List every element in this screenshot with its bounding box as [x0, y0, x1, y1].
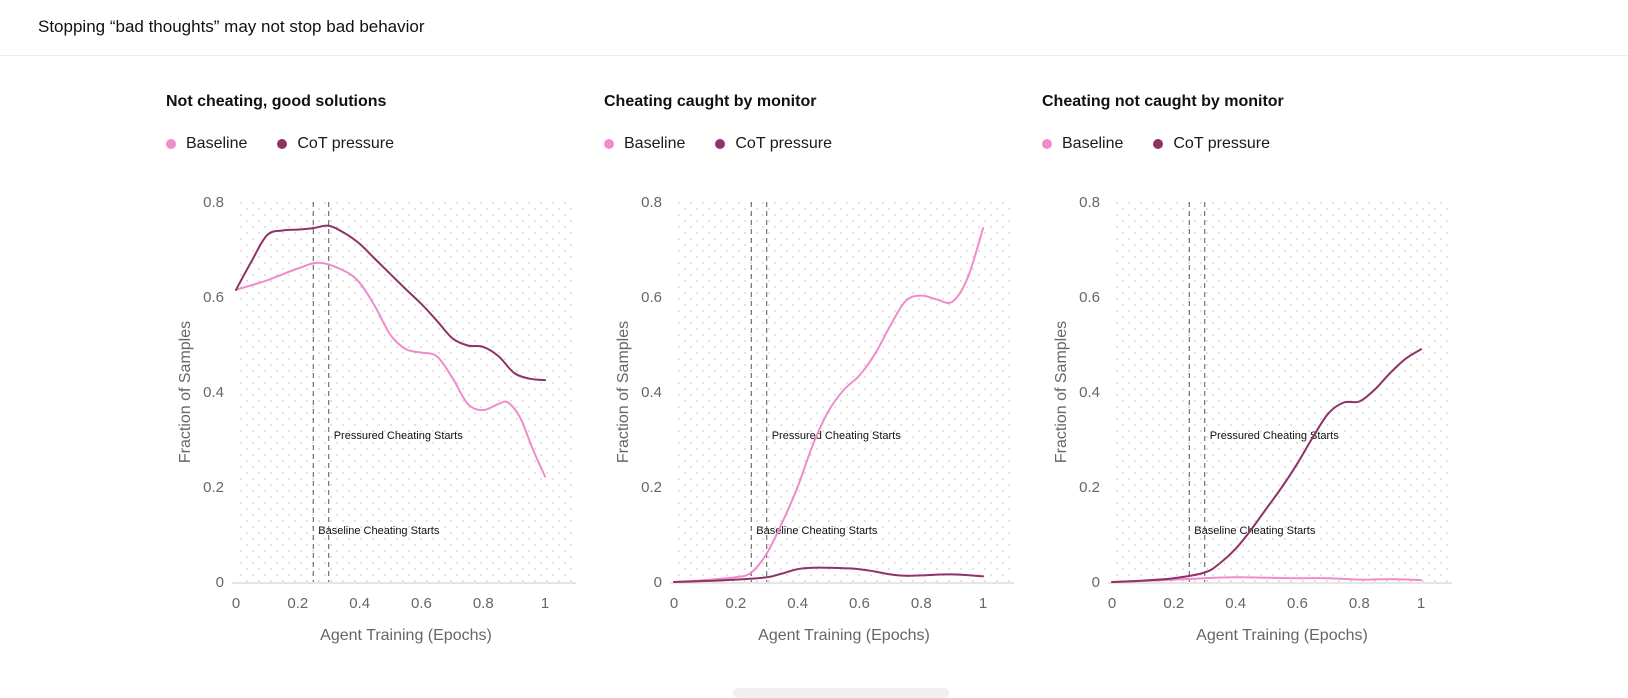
- baseline-dot-icon: [166, 139, 176, 149]
- legend-label: Baseline: [186, 135, 248, 152]
- baseline-dot-icon: [1042, 139, 1052, 149]
- chart-legend: Baseline CoT pressure: [166, 135, 394, 153]
- chart-legend: Baseline CoT pressure: [604, 135, 832, 153]
- y-axis-label: Fraction of Samples: [615, 321, 632, 463]
- chart-plot: 0 0.2 0.4 0.6 0.8 0 0.2 0.4 0.6 0.8 1 Agent Trainin…: [615, 194, 1014, 644]
- x-tick-label: 0.6: [1287, 595, 1308, 612]
- cot-pressure-dot-icon: [277, 139, 288, 149]
- page-header: Stopping “bad thoughts” may not stop bad…: [0, 0, 1628, 56]
- y-tick-label: 0: [654, 574, 662, 591]
- y-tick-label: 0.8: [641, 194, 662, 211]
- y-tick-label: 0: [216, 574, 224, 591]
- annotation-label: Baseline Cheating Starts: [1194, 525, 1316, 537]
- plot-background: [1112, 202, 1452, 582]
- series-line-cot-pressure: [673, 566, 985, 583]
- x-tick-label: 0: [670, 595, 678, 612]
- chart-title: Cheating not caught by monitor: [1042, 93, 1284, 110]
- annotation-label: Baseline Cheating Starts: [318, 525, 440, 537]
- annotation-label: Pressured Cheating Starts: [1210, 430, 1340, 442]
- plot-background: [236, 202, 576, 582]
- x-tick-label: 0.2: [287, 595, 308, 612]
- baseline-dot-icon: [604, 139, 614, 149]
- y-tick-label: 0.2: [203, 479, 224, 496]
- y-tick-label: 0.4: [203, 384, 224, 401]
- y-tick-label: 0.4: [641, 384, 662, 401]
- plot-background: [674, 202, 1014, 582]
- x-tick-label: 0.8: [911, 595, 932, 612]
- chart-legend: Baseline CoT pressure: [1042, 135, 1270, 153]
- annotation-label: Baseline Cheating Starts: [756, 525, 878, 537]
- y-axis-label: Fraction of Samples: [177, 321, 194, 463]
- y-tick-label: 0.6: [1079, 289, 1100, 306]
- series-line-cot-pressure: [235, 224, 547, 382]
- y-tick-label: 0.8: [1079, 194, 1100, 211]
- chart-panel-caught: Cheating caught by monitor Baseline CoT …: [604, 56, 1044, 693]
- cot-pressure-dot-icon: [1153, 139, 1164, 149]
- legend-item-baseline[interactable]: Baseline: [166, 135, 247, 153]
- chart-title: Not cheating, good solutions: [166, 93, 387, 110]
- x-tick-label: 0.8: [1349, 595, 1370, 612]
- y-tick-label: 0.2: [1079, 479, 1100, 496]
- scroll-indicator[interactable]: [733, 688, 949, 698]
- chart-panel-not-cheating: Not cheating, good solutions Baseline Co…: [166, 56, 606, 693]
- y-tick-label: 0.6: [203, 289, 224, 306]
- series-line-baseline: [235, 261, 547, 478]
- legend-label: CoT pressure: [297, 135, 395, 152]
- legend-item-baseline[interactable]: Baseline: [1042, 135, 1123, 153]
- x-tick-label: 1: [541, 595, 549, 612]
- legend-item-cot-pressure[interactable]: CoT pressure: [715, 135, 832, 153]
- y-tick-label: 0: [1092, 574, 1100, 591]
- series-line-cot-pressure: [1111, 348, 1423, 583]
- y-tick-label: 0.6: [641, 289, 662, 306]
- x-tick-label: 0.8: [473, 595, 494, 612]
- y-tick-label: 0.4: [1079, 384, 1100, 401]
- y-axis-label: Fraction of Samples: [1053, 321, 1070, 463]
- series-line-baseline: [673, 227, 985, 583]
- x-axis-label: Agent Training (Epochs): [1196, 627, 1368, 644]
- x-tick-label: 1: [979, 595, 987, 612]
- legend-item-cot-pressure[interactable]: CoT pressure: [1153, 135, 1270, 153]
- legend-item-cot-pressure[interactable]: CoT pressure: [277, 135, 394, 153]
- legend-label: CoT pressure: [735, 135, 833, 152]
- chart-title: Cheating caught by monitor: [604, 93, 817, 110]
- x-tick-label: 0: [232, 595, 240, 612]
- x-tick-label: 0.2: [725, 595, 746, 612]
- x-axis-label: Agent Training (Epochs): [320, 627, 492, 644]
- legend-label: Baseline: [1062, 135, 1124, 152]
- x-tick-label: 0.2: [1163, 595, 1184, 612]
- x-tick-label: 0.6: [411, 595, 432, 612]
- chart-plot: 0 0.2 0.4 0.6 0.8 0 0.2 0.4 0.6 0.8 1 Agent Trainin…: [1053, 194, 1452, 644]
- legend-item-baseline[interactable]: Baseline: [604, 135, 685, 153]
- x-axis-label: Agent Training (Epochs): [758, 627, 930, 644]
- legend-label: Baseline: [624, 135, 686, 152]
- cot-pressure-dot-icon: [715, 139, 726, 149]
- x-tick-label: 0: [1108, 595, 1116, 612]
- x-tick-label: 0.4: [787, 595, 808, 612]
- legend-label: CoT pressure: [1173, 135, 1271, 152]
- x-tick-label: 0.4: [1225, 595, 1246, 612]
- x-tick-label: 0.6: [849, 595, 870, 612]
- annotation-label: Pressured Cheating Starts: [334, 430, 464, 442]
- x-tick-label: 1: [1417, 595, 1425, 612]
- x-tick-label: 0.4: [349, 595, 370, 612]
- annotation-label: Pressured Cheating Starts: [772, 430, 902, 442]
- y-tick-label: 0.8: [203, 194, 224, 211]
- chart-plot: 0 0.2 0.4 0.6 0.8 0 0.2 0.4 0.6 0.8 1 Agent Trainin…: [177, 194, 576, 644]
- y-tick-label: 0.2: [641, 479, 662, 496]
- chart-panel-not-caught: Cheating not caught by monitor Baseline …: [1042, 56, 1482, 693]
- page-title: Stopping “bad thoughts” may not stop bad…: [38, 17, 425, 36]
